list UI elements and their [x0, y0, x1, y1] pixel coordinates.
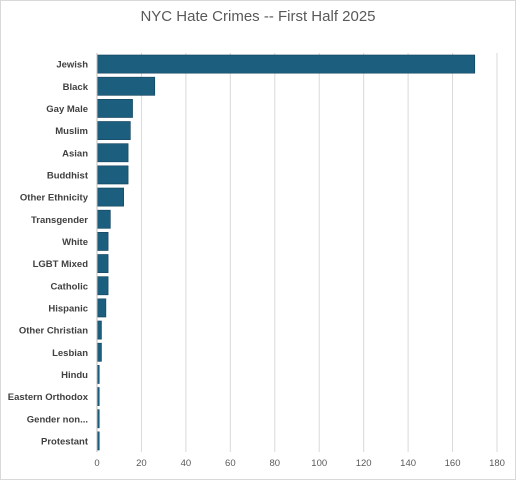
- category-label: Other Ethnicity: [20, 193, 89, 204]
- category-label: Asian: [62, 148, 88, 159]
- x-tick-labels: 0 20 40 60 80 100 120 140 160 180: [94, 458, 505, 469]
- bar: [96, 320, 102, 340]
- category-label: Eastern Orthodox: [8, 392, 89, 403]
- bar: [96, 165, 129, 185]
- bar: [96, 232, 109, 251]
- category-label: Gay Male: [46, 104, 88, 115]
- category-label: Protestant: [41, 436, 89, 447]
- bar: [96, 121, 131, 140]
- x-tick-label: 180: [489, 458, 505, 469]
- category-label: Buddhist: [47, 170, 89, 181]
- x-tick-label: 140: [400, 458, 416, 469]
- category-label: Catholic: [51, 281, 88, 292]
- chart-title: NYC Hate Crimes -- First Half 2025: [140, 8, 376, 25]
- category-label: LGBT Mixed: [33, 259, 89, 270]
- x-tick-label: 0: [94, 458, 99, 469]
- bar: [96, 143, 129, 163]
- category-label: Gender non...: [27, 414, 88, 425]
- bars: [96, 54, 476, 451]
- category-label: Black: [63, 82, 89, 93]
- category-label: Jewish: [56, 60, 88, 71]
- category-label: Transgender: [31, 215, 88, 226]
- x-tick-label: 100: [311, 458, 327, 469]
- category-labels: Jewish Black Gay Male Muslim Asian Buddhist Ot…: [8, 60, 89, 448]
- bar: [96, 209, 111, 229]
- category-label: Muslim: [55, 126, 88, 137]
- bar: [96, 298, 107, 318]
- category-label: White: [62, 237, 88, 248]
- x-tick-label: 40: [181, 458, 192, 469]
- category-label: Other Christian: [19, 326, 88, 337]
- category-label: Hindu: [61, 370, 88, 381]
- bar: [96, 254, 109, 273]
- bar: [96, 76, 156, 96]
- bar: [96, 187, 124, 207]
- gridlines: [140, 53, 498, 452]
- bar: [96, 276, 109, 296]
- category-label: Hispanic: [48, 303, 88, 314]
- x-tick-label: 80: [269, 458, 280, 469]
- bar: [96, 342, 102, 362]
- x-tick-label: 60: [225, 458, 236, 469]
- x-tick-label: 160: [445, 458, 461, 469]
- x-tick-label: 120: [356, 458, 372, 469]
- category-label: Lesbian: [52, 348, 88, 359]
- bar: [96, 54, 476, 74]
- x-tick-label: 20: [136, 458, 147, 469]
- bar: [96, 99, 133, 118]
